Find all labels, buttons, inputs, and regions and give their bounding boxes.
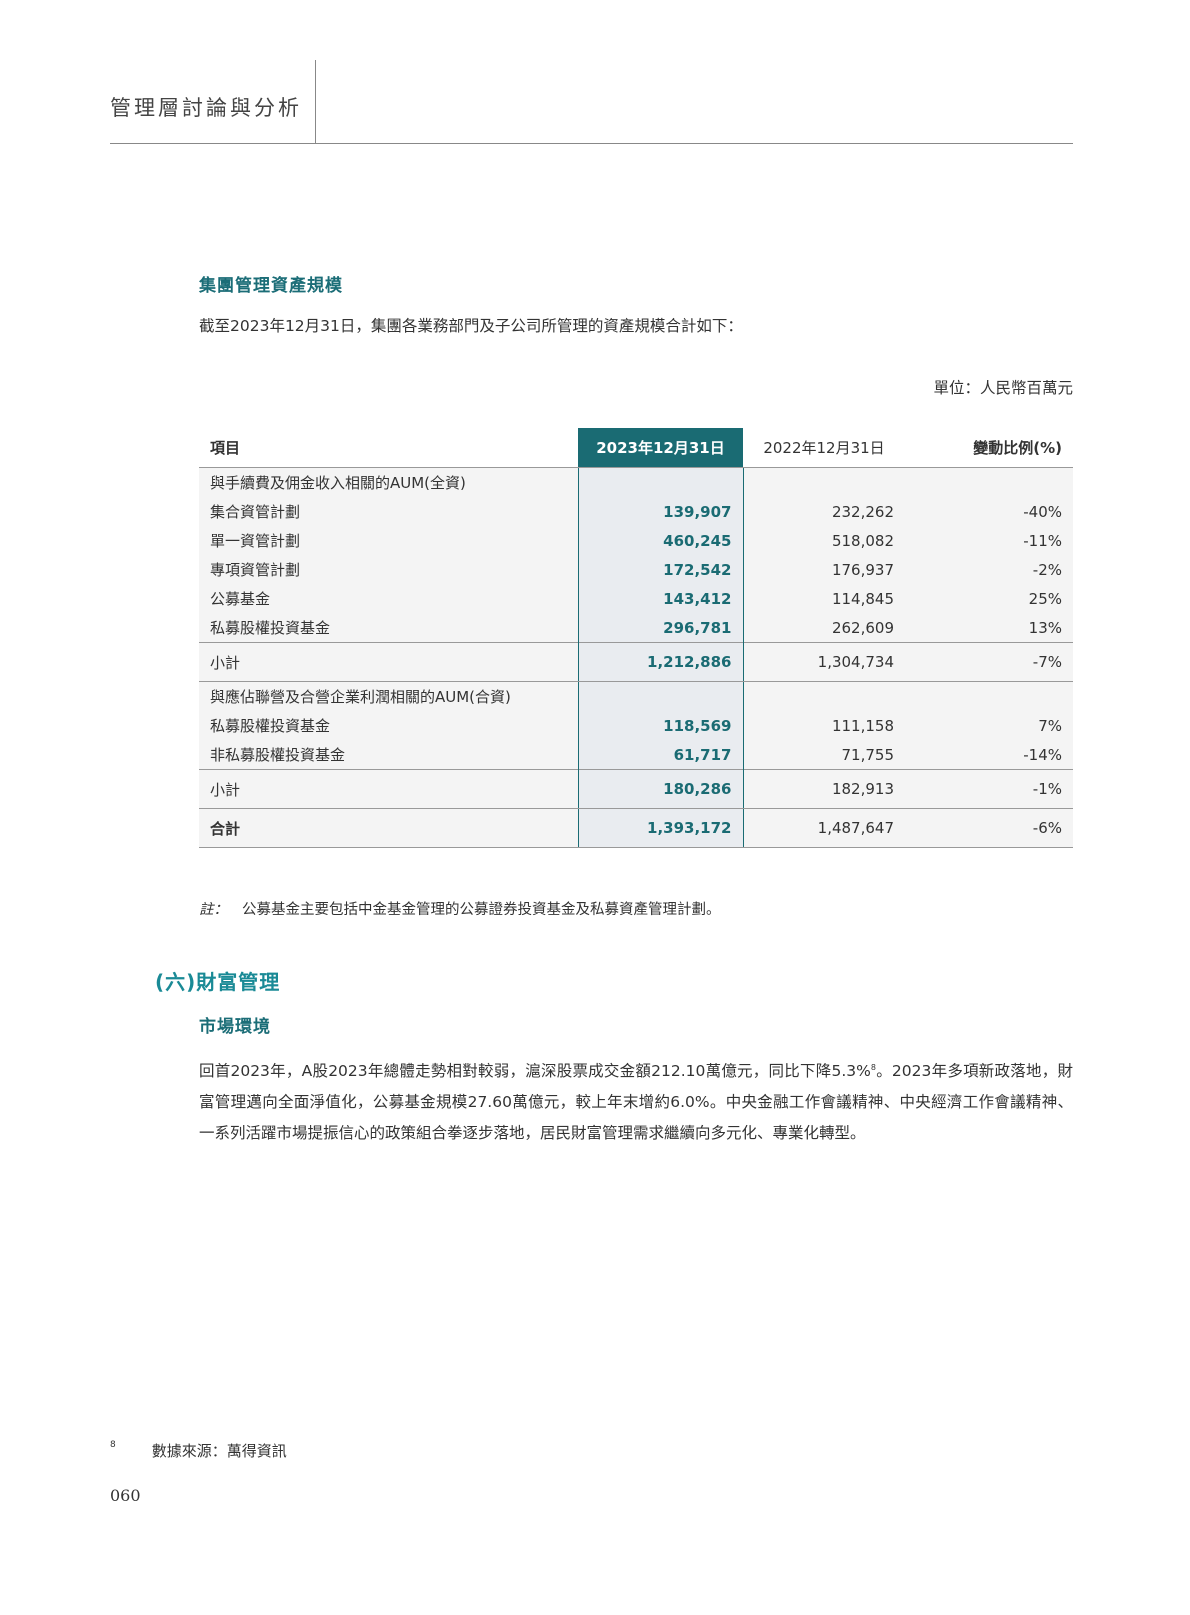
change-pct: 7% (905, 711, 1073, 740)
row-label: 專項資管計劃 (199, 555, 578, 584)
row-label: 小計 (199, 642, 578, 682)
table-row: 非私募股權投資基金 61,717 71,755 -14% (199, 740, 1073, 770)
note-label: 註： (199, 902, 228, 918)
paragraph-part: 回首2023年，A股2023年總體走勢相對較弱，滬深股票成交金額212.10萬億… (199, 1062, 871, 1081)
value-2023: 180,286 (577, 769, 744, 809)
row-label: 與應佔聯營及合營企業利潤相關的AUM(合資) (199, 681, 578, 711)
header-divider (110, 143, 1073, 144)
change-pct: -6% (905, 808, 1073, 848)
change-pct: -7% (905, 642, 1073, 682)
col-header-2022: 2022年12月31日 (743, 428, 905, 468)
row-label: 私募股權投資基金 (199, 613, 578, 643)
table-row: 合計 1,393,172 1,487,647 -6% (199, 808, 1073, 848)
change-pct: -14% (905, 740, 1073, 770)
header-divider-vertical (315, 60, 316, 143)
change-pct: -11% (905, 526, 1073, 555)
value-2022: 1,487,647 (743, 808, 905, 848)
value-2023: 118,569 (577, 711, 744, 740)
change-pct: 25% (905, 584, 1073, 613)
value-2022: 518,082 (743, 526, 905, 555)
value-2022 (743, 681, 905, 711)
value-2022: 182,913 (743, 769, 905, 809)
table-row: 集合資管計劃 139,907 232,262 -40% (199, 497, 1073, 526)
change-pct: -40% (905, 497, 1073, 526)
value-2022: 114,845 (743, 584, 905, 613)
table-row: 公募基金 143,412 114,845 25% (199, 584, 1073, 613)
value-2022: 176,937 (743, 555, 905, 584)
value-2022: 111,158 (743, 711, 905, 740)
col-header-2023: 2023年12月31日 (578, 428, 743, 468)
change-pct: -1% (905, 769, 1073, 809)
table-row: 與手續費及佣金收入相關的AUM(全資) (199, 467, 1073, 497)
row-label: 合計 (199, 808, 578, 848)
col-header-change: 變動比例(%) (905, 428, 1073, 468)
unit-label: 單位：人民幣百萬元 (933, 379, 1073, 397)
row-label: 單一資管計劃 (199, 526, 578, 555)
value-2022: 71,755 (743, 740, 905, 770)
table-row: 專項資管計劃 172,542 176,937 -2% (199, 555, 1073, 584)
table-row: 私募股權投資基金 296,781 262,609 13% (199, 613, 1073, 643)
value-2022: 232,262 (743, 497, 905, 526)
table-note: 註： 公募基金主要包括中金基金管理的公募證券投資基金及私募資產管理計劃。 (199, 898, 721, 919)
table-row: 小計 1,212,886 1,304,734 -7% (199, 642, 1073, 682)
section-intro: 截至2023年12月31日，集團各業務部門及子公司所管理的資產規模合計如下： (199, 317, 743, 335)
change-pct (905, 467, 1073, 497)
value-2022 (743, 467, 905, 497)
change-pct: 13% (905, 613, 1073, 643)
header-title: 管理層討論與分析 (110, 96, 302, 120)
value-2023: 172,542 (577, 555, 744, 584)
table-row: 私募股權投資基金 118,569 111,158 7% (199, 711, 1073, 740)
aum-table: 項目 2023年12月31日 2022年12月31日 變動比例(%) 與手續費及… (199, 428, 1073, 848)
value-2023: 1,393,172 (577, 808, 744, 848)
value-2023: 296,781 (577, 613, 744, 643)
table-row: 小計 180,286 182,913 -1% (199, 769, 1073, 809)
paragraph-part: 。2023年多項新政落地，財富管理邁向全面淨值化，公募基金規模27.60萬億元，… (199, 1062, 1073, 1143)
value-2023 (577, 467, 744, 497)
wealth-subtitle: 市場環境 (199, 1017, 271, 1037)
col-header-item: 項目 (199, 428, 578, 468)
footnote-ref: 8 (870, 1063, 876, 1072)
row-label: 私募股權投資基金 (199, 711, 578, 740)
table-row: 與應佔聯營及合營企業利潤相關的AUM(合資) (199, 681, 1073, 711)
value-2022: 262,609 (743, 613, 905, 643)
page-number: 060 (110, 1486, 141, 1505)
table-row: 單一資管計劃 460,245 518,082 -11% (199, 526, 1073, 555)
value-2023: 61,717 (577, 740, 744, 770)
note-text: 公募基金主要包括中金基金管理的公募證券投資基金及私募資產管理計劃。 (242, 902, 721, 918)
value-2022: 1,304,734 (743, 642, 905, 682)
value-2023: 139,907 (577, 497, 744, 526)
section-title: 集團管理資產規模 (199, 276, 343, 296)
row-label: 非私募股權投資基金 (199, 740, 578, 770)
value-2023: 143,412 (577, 584, 744, 613)
footnote-mark: 8 (110, 1440, 116, 1450)
value-2023: 460,245 (577, 526, 744, 555)
value-2023: 1,212,886 (577, 642, 744, 682)
wealth-paragraph: 回首2023年，A股2023年總體走勢相對較弱，滬深股票成交金額212.10萬億… (199, 1052, 1073, 1149)
change-pct (905, 681, 1073, 711)
row-label: 小計 (199, 769, 578, 809)
row-label: 集合資管計劃 (199, 497, 578, 526)
change-pct: -2% (905, 555, 1073, 584)
footnote-text: 數據來源：萬得資訊 (151, 1442, 287, 1460)
row-label: 與手續費及佣金收入相關的AUM(全資) (199, 467, 578, 497)
footnote: 8 數據來源：萬得資訊 (110, 1440, 287, 1461)
value-2023 (577, 681, 744, 711)
wealth-title: (六)財富管理 (155, 970, 281, 994)
row-label: 公募基金 (199, 584, 578, 613)
